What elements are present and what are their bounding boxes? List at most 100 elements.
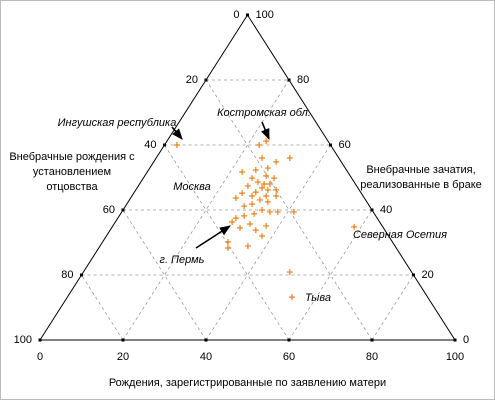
y2-tick-label: 40	[380, 204, 392, 216]
annotation: Тыва	[305, 292, 331, 304]
arrow	[261, 121, 270, 141]
annotation: Костромская обл.	[217, 107, 311, 119]
y-tick-label: 60	[103, 204, 115, 216]
point	[232, 215, 239, 222]
y-tick-label: 100	[14, 334, 32, 346]
grid-line	[81, 274, 124, 341]
point	[239, 190, 246, 197]
y2-axis-title: Внебрачные зачатия,	[366, 164, 475, 176]
point	[237, 224, 244, 231]
grid-line	[288, 209, 373, 341]
point	[273, 158, 280, 165]
x-tick-label: 80	[366, 351, 378, 363]
y-axis-title: отцовства	[46, 181, 98, 193]
point	[288, 294, 295, 301]
y-tick-label: 20	[186, 74, 198, 86]
point	[263, 193, 270, 200]
y-axis-title: установлением	[33, 166, 111, 178]
y-tick-mark	[38, 338, 42, 342]
grid-line	[371, 274, 414, 341]
y-tick-label: 80	[61, 269, 73, 281]
y2-tick-label: 80	[297, 74, 309, 86]
point	[266, 181, 273, 187]
y2-tick-label: 20	[422, 269, 434, 281]
point	[244, 182, 251, 189]
point	[249, 175, 256, 182]
point	[241, 212, 248, 219]
x-tick-label: 20	[117, 351, 129, 363]
point	[259, 233, 266, 239]
y-tick-mark	[80, 273, 83, 277]
y-tick-mark	[163, 143, 166, 147]
point	[241, 203, 248, 210]
point	[252, 227, 259, 234]
point	[263, 222, 270, 229]
annotation: Москва	[173, 181, 211, 193]
x-tick-label: 0	[37, 351, 43, 363]
point	[256, 142, 263, 148]
point	[271, 175, 278, 182]
point	[254, 179, 261, 186]
point	[273, 193, 280, 200]
point	[259, 207, 266, 213]
x-tick-mark	[204, 338, 208, 342]
y-axis-title: Внебрачные рождения с	[9, 151, 135, 163]
point	[249, 193, 256, 200]
arrow	[171, 126, 183, 140]
x-tick-label: 100	[446, 351, 464, 363]
y-tick-mark	[121, 208, 125, 212]
point	[290, 208, 297, 215]
y2-tick-label: 100	[256, 9, 274, 21]
grid-line	[164, 144, 290, 341]
x-tick-label: 40	[200, 351, 212, 363]
arrow	[195, 225, 231, 249]
point	[259, 184, 266, 191]
point	[249, 201, 256, 208]
y2-tick-mark	[329, 143, 332, 147]
point	[286, 269, 293, 276]
point	[264, 186, 271, 193]
point	[263, 138, 270, 145]
point	[274, 208, 281, 215]
y2-axis-title: реализованные в браке	[360, 179, 482, 191]
annotation: Северная Осетия	[353, 229, 447, 241]
x-tick-mark	[287, 338, 291, 342]
y-tick-label: 0	[233, 9, 239, 21]
point	[266, 208, 273, 215]
points	[173, 138, 358, 301]
point	[256, 196, 263, 203]
y2-tick-mark	[246, 13, 249, 17]
point	[261, 181, 268, 187]
point	[273, 186, 280, 193]
grid	[81, 79, 414, 341]
point	[264, 198, 271, 205]
point	[229, 219, 236, 226]
y2-tick-mark	[370, 208, 374, 212]
x-tick-label: 60	[283, 351, 295, 363]
y2-tick-label: 60	[339, 139, 351, 151]
grid-line	[122, 209, 207, 341]
point	[264, 165, 271, 172]
point	[252, 189, 259, 196]
point	[224, 238, 231, 245]
y2-tick-mark	[287, 78, 291, 82]
grid-line	[205, 144, 331, 341]
y2-tick-label: 0	[463, 334, 469, 346]
point	[286, 155, 293, 161]
point	[173, 142, 180, 148]
point	[252, 167, 259, 174]
point	[351, 223, 358, 230]
x-tick-mark	[370, 338, 374, 342]
annotation: г. Пермь	[160, 254, 205, 266]
point	[259, 155, 266, 161]
point	[224, 245, 231, 252]
y-tick-label: 40	[144, 139, 156, 151]
point	[246, 220, 253, 227]
y-tick-mark	[204, 78, 208, 82]
y2-tick-mark	[412, 273, 415, 277]
point	[239, 168, 246, 175]
triangle	[39, 14, 456, 341]
